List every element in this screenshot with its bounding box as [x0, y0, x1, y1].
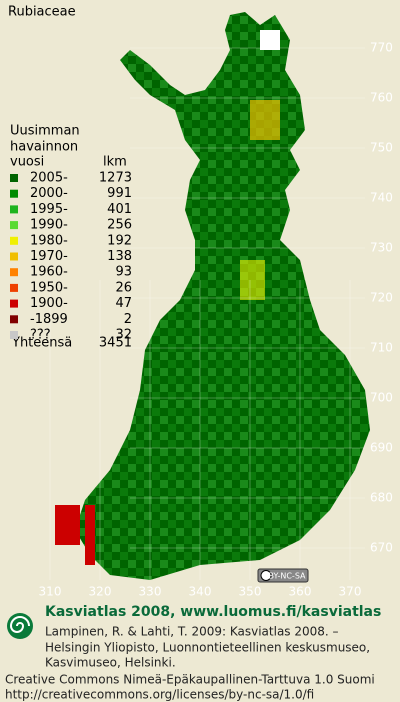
- legend-count: 401: [107, 202, 132, 217]
- y-tick-label: 740: [370, 191, 393, 205]
- license-badge-text: BY-NC-SA: [268, 572, 306, 581]
- legend-heading: havainnon: [10, 140, 78, 155]
- license-url: http://creativecommons.org/licenses/by-n…: [5, 688, 314, 702]
- y-tick-label: 730: [370, 241, 393, 255]
- x-tick-label: 350: [239, 585, 262, 599]
- legend-heading: Uusimman: [10, 124, 80, 139]
- map-title: Rubiaceae: [8, 5, 76, 20]
- license-badge: BY-NC-SA: [257, 568, 309, 583]
- y-tick-label: 750: [370, 141, 393, 155]
- legend-count: 32: [115, 328, 132, 343]
- cells-ostrobothnia: [240, 260, 265, 300]
- legend-swatch: [10, 268, 18, 277]
- y-tick-label: 760: [370, 91, 393, 105]
- legend-count: 256: [107, 218, 132, 233]
- legend-count-heading: lkm: [103, 155, 127, 170]
- y-tick-label: 690: [370, 441, 393, 455]
- x-tick-label: 340: [189, 585, 212, 599]
- legend-label: 1960-: [30, 265, 68, 280]
- y-tick-label: 720: [370, 291, 393, 305]
- legend-count: 47: [115, 296, 132, 311]
- y-tick-label: 670: [370, 541, 393, 555]
- legend-total-label: Yhteensä: [11, 336, 72, 351]
- legend-count: 991: [107, 186, 132, 201]
- legend-total: 3451: [99, 336, 132, 351]
- legend-label: 1900-: [30, 296, 68, 311]
- legend-count: 26: [115, 280, 132, 295]
- legend-swatch: [10, 174, 18, 182]
- y-tick-label: 770: [370, 41, 393, 55]
- x-tick-label: 370: [339, 585, 362, 599]
- cells-lapland: [250, 100, 280, 140]
- aland-cells: [55, 505, 80, 545]
- legend-swatch: [10, 299, 18, 308]
- cells-empty: [260, 30, 280, 50]
- legend-swatch: [10, 252, 18, 261]
- citation: Kasvimuseo, Helsinki.: [45, 656, 176, 670]
- legend-heading: vuosi: [10, 155, 44, 170]
- map: [49, 12, 370, 580]
- legend-count: 192: [107, 233, 132, 248]
- x-tick-label: 310: [39, 585, 62, 599]
- y-tick-label: 680: [370, 491, 393, 505]
- footer-heading: Kasviatlas 2008, www.luomus.fi/kasviatla…: [45, 604, 381, 620]
- legend-label: 2005-: [30, 171, 68, 186]
- legend-count: 93: [115, 265, 132, 280]
- legend-count: 2: [124, 312, 132, 327]
- license-text: Creative Commons Nimeä-Epäkaupallinen-Ta…: [5, 673, 375, 687]
- x-tick-label: 330: [139, 585, 162, 599]
- y-tick-label: 700: [370, 391, 393, 405]
- legend-label: 1970-: [30, 249, 68, 264]
- x-tick-label: 320: [89, 585, 112, 599]
- legend-swatch: [10, 189, 18, 198]
- citation: Helsingin Yliopisto, Luonnontieteellinen…: [45, 641, 370, 655]
- legend-swatch: [10, 331, 18, 339]
- legend-swatch: [10, 205, 18, 214]
- coast-cells: [85, 505, 95, 565]
- legend-swatch: [10, 221, 18, 230]
- x-tick-label: 360: [289, 585, 312, 599]
- legend-label: 1950-: [30, 280, 68, 295]
- legend-label: -1899: [30, 312, 68, 327]
- logo: [7, 613, 33, 639]
- citation: Lampinen, R. & Lahti, T. 2009: Kasviatla…: [45, 625, 339, 639]
- legend-swatch: [10, 236, 18, 245]
- legend-label: ???: [30, 328, 51, 343]
- legend-label: 1980-: [30, 233, 68, 248]
- legend-swatch: [10, 283, 18, 292]
- legend-label: 1995-: [30, 202, 68, 217]
- y-tick-label: 710: [370, 341, 393, 355]
- legend-count: 138: [107, 249, 132, 264]
- legend-label: 1990-: [30, 218, 68, 233]
- finland-grid-area: [75, 12, 370, 580]
- legend-count: 1273: [99, 171, 132, 186]
- legend-swatch: [10, 315, 18, 324]
- legend-label: 2000-: [30, 186, 68, 201]
